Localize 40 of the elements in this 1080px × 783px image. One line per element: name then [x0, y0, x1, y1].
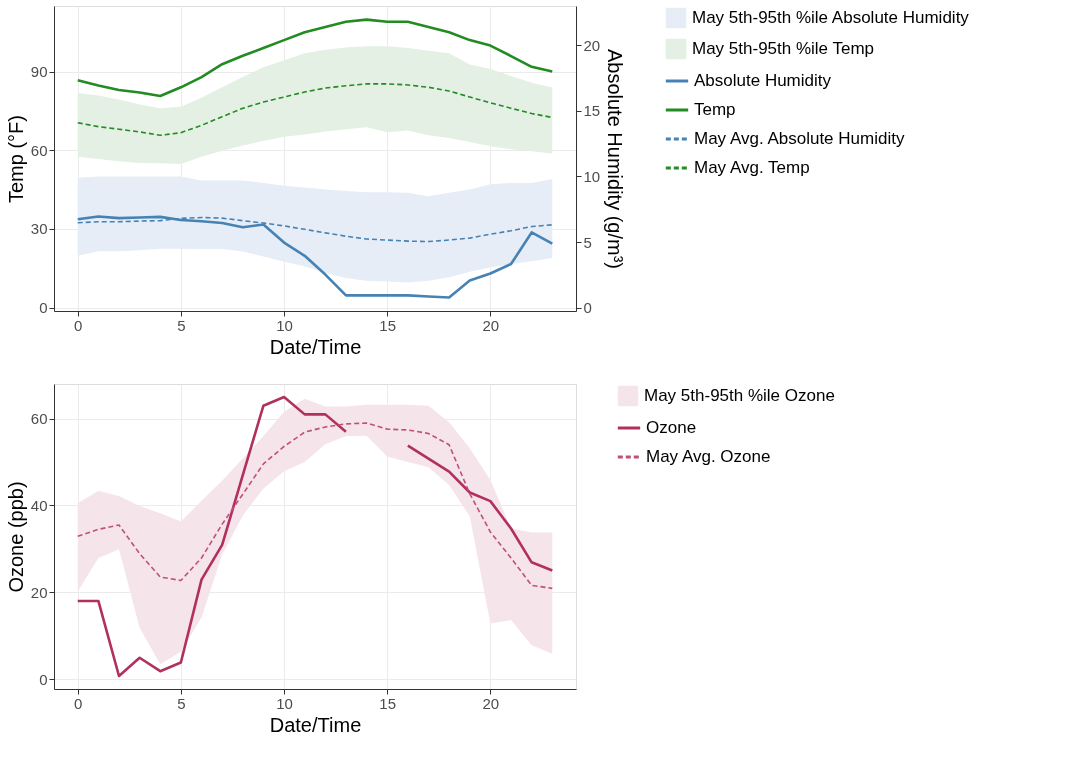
x-tick-label: 5: [177, 694, 186, 712]
y2-tick-label: 10: [583, 167, 601, 185]
y-tick-label: 40: [30, 496, 48, 514]
legend-label: Ozone: [646, 418, 697, 437]
line-series: [76, 422, 554, 590]
y2-tick-label: 5: [583, 233, 592, 251]
y-tick-label: 60: [30, 410, 48, 428]
x-tick-label: 5: [177, 316, 186, 334]
y-tick-label: 20: [30, 583, 48, 601]
legend-label: Temp: [694, 100, 736, 119]
x-tick-label: 0: [74, 694, 83, 712]
legend-label: May Avg. Ozone: [646, 447, 771, 466]
y-tick-label: 0: [39, 299, 48, 317]
y2-axis-title: Absolute Humidity (g/m³): [604, 48, 627, 270]
line-series: [76, 215, 554, 299]
y2-tick-label: 0: [583, 299, 592, 317]
y-axis-title: Ozone (ppb): [4, 481, 27, 593]
legend-label: May 5th-95th %ile Ozone: [644, 386, 835, 405]
y2-tick-label: 15: [583, 102, 601, 120]
y2-tick-label: 20: [583, 36, 601, 54]
legend-label: May 5th-95th %ile Temp: [692, 39, 875, 58]
x-tick-label: 10: [276, 694, 293, 712]
y-tick-label: 30: [30, 220, 48, 238]
x-tick-label: 10: [276, 316, 293, 334]
y-tick-label: 90: [30, 63, 48, 81]
x-tick-label: 15: [379, 694, 397, 712]
x-axis-title: Date/Time: [269, 335, 362, 358]
y-tick-label: 60: [30, 141, 48, 159]
x-tick-label: 20: [482, 316, 500, 334]
legend-label: May Avg. Temp: [694, 158, 810, 177]
legend-label: May Avg. Absolute Humidity: [694, 129, 905, 148]
x-tick-label: 15: [379, 316, 397, 334]
x-tick-label: 20: [482, 694, 500, 712]
legend-label: May 5th-95th %ile Absolute Humidity: [692, 8, 970, 27]
y-axis-title: Temp (°F): [4, 115, 27, 203]
x-axis-title: Date/Time: [269, 713, 362, 736]
x-tick-label: 0: [74, 316, 83, 334]
y-tick-label: 0: [39, 670, 48, 688]
legend-label: Absolute Humidity: [694, 71, 832, 90]
line-series: [76, 18, 554, 98]
